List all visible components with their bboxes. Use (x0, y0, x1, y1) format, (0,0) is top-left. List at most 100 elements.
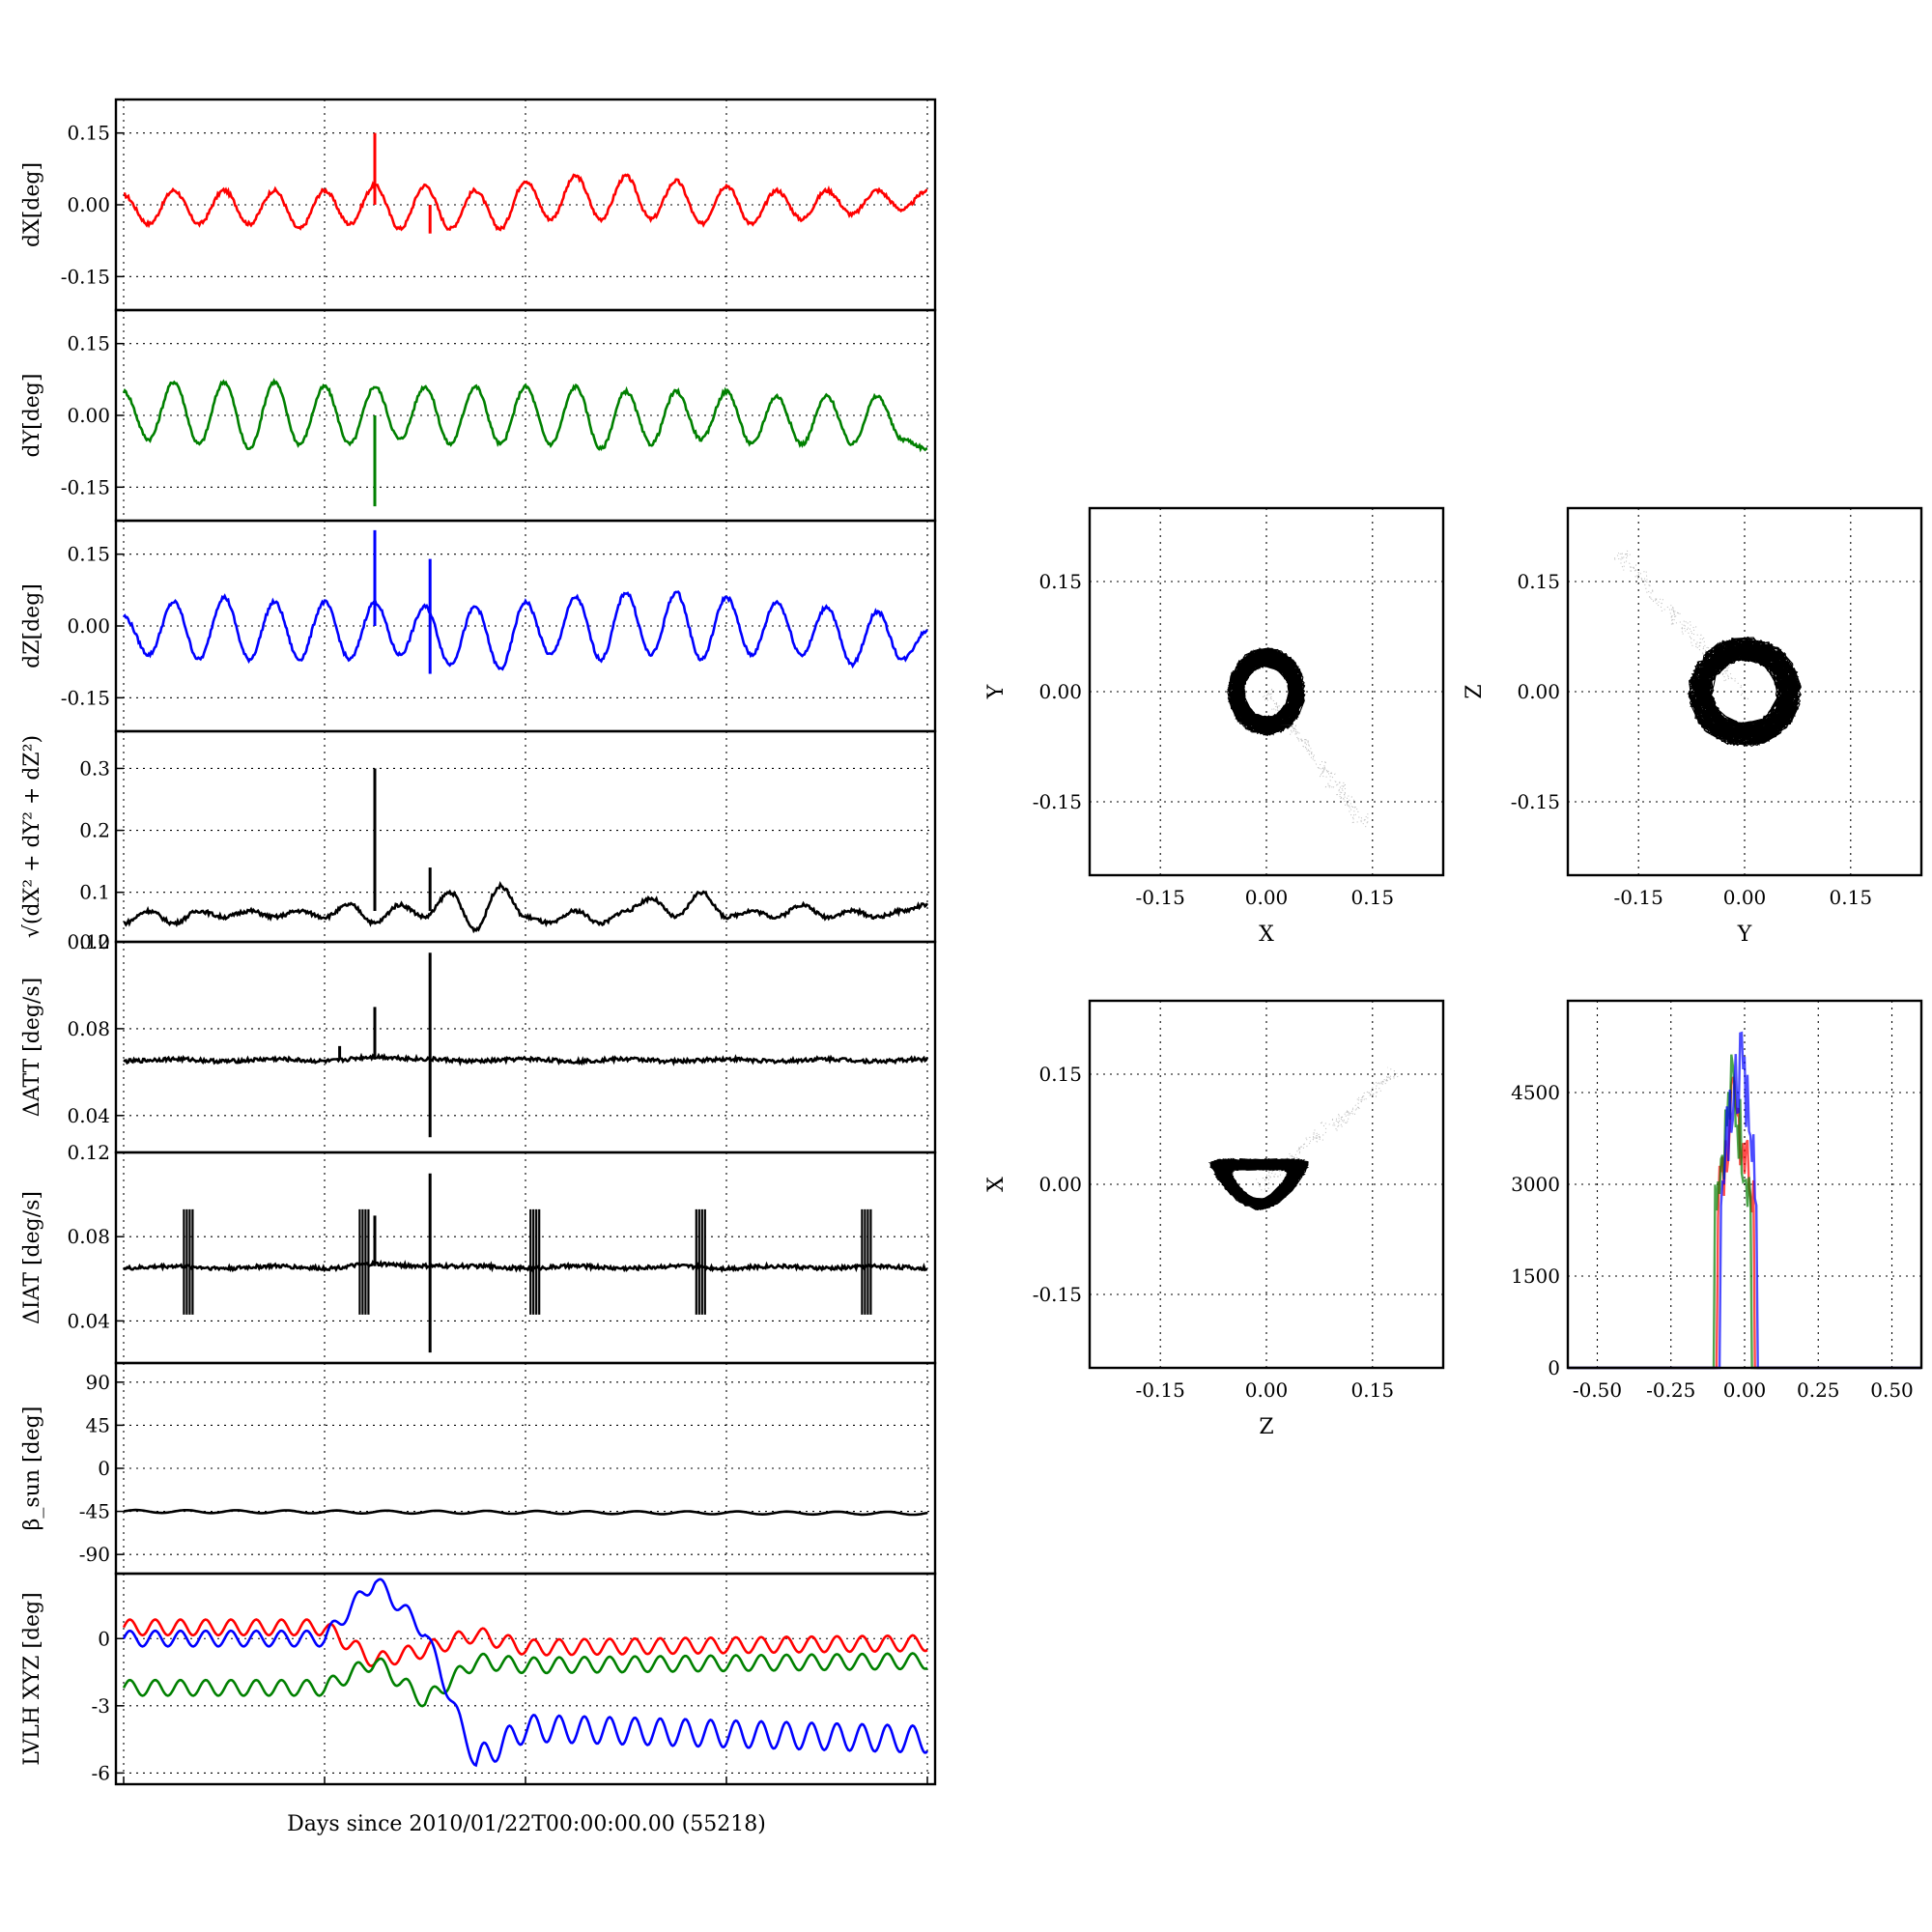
x-axis-label: Y (1737, 923, 1752, 947)
y-tick-label: 0.00 (1517, 680, 1560, 703)
x-tick-label: -0.15 (1614, 886, 1663, 909)
y-tick-label: 0.15 (67, 122, 110, 145)
scatter-ZX: -0.15 0.15 0.00 0.00 0.15 -0.15 Z X (984, 999, 1445, 1439)
scatter-tail (1611, 550, 1749, 700)
y-tick-label: 0 (1548, 1356, 1560, 1379)
y-tick-label: -6 (92, 1761, 110, 1784)
x-tick-label: 0.25 (1797, 1378, 1840, 1402)
y-axis-label: dY[deg] (20, 374, 44, 458)
y-tick-label: 0 (98, 1627, 110, 1650)
y-axis-label: β_sun [deg] (20, 1406, 44, 1531)
y-tick-label: 3000 (1511, 1173, 1560, 1196)
panel-frame (1566, 999, 1923, 1370)
scatter-points (1227, 646, 1306, 737)
panel-frame (1088, 506, 1445, 877)
y-tick-label: 0 (98, 1457, 110, 1480)
y-axis-label: ΔATT [deg/s] (20, 978, 44, 1117)
y-tick-label: 0.00 (67, 404, 110, 427)
series-line (122, 378, 928, 453)
y-tick-label: -3 (92, 1694, 110, 1718)
y-tick-label: 0.00 (67, 614, 110, 638)
scatter-tail (1255, 1066, 1400, 1191)
x-tick-label: -0.25 (1646, 1378, 1695, 1402)
y-tick-label: 4500 (1511, 1081, 1560, 1104)
x-tick-label: 0.00 (1723, 886, 1767, 909)
x-tick-label: 0.15 (1830, 886, 1873, 909)
panel-dIAT: 0.12 0.08 0.04 ΔIAT [deg/s] (20, 1141, 937, 1365)
y-tick-label: 0.00 (1038, 680, 1082, 703)
panel-frame (114, 1572, 937, 1786)
panel-frame (1566, 506, 1923, 877)
y-tick-label: -45 (79, 1500, 110, 1523)
shared-x-label: Days since 2010/01/22T00:00:00.00 (55218… (287, 1812, 766, 1836)
series-line (123, 1508, 928, 1517)
panel-dATT: 0.12 0.08 0.04 ΔATT [deg/s] (20, 930, 937, 1154)
y-tick-label: 0.12 (67, 930, 110, 953)
y-tick-label: 0.15 (1038, 1063, 1082, 1086)
y-tick-label: 90 (86, 1371, 110, 1394)
y-tick-label: -90 (79, 1543, 110, 1566)
y-axis-label: LVLH XYZ [deg] (20, 1592, 44, 1766)
y-tick-label: 0.15 (1517, 570, 1560, 593)
y-axis-label: √(dX² + dY² + dZ²) (20, 735, 44, 938)
y-tick-label: 0.12 (67, 1141, 110, 1164)
y-tick-label: -0.15 (1511, 790, 1560, 813)
series-line (122, 1577, 928, 1768)
scatter-tail (1263, 688, 1369, 828)
panel-dZ: 0.15 0.00 -0.15 dZ[deg] (20, 519, 937, 733)
series-line (123, 590, 928, 671)
scatter-YZ: -0.15 0.15 0.00 0.00 0.15 -0.15 Y Z (1463, 506, 1923, 947)
y-axis-label: ΔIAT [deg/s] (20, 1191, 44, 1324)
y-tick-label: 0.00 (67, 193, 110, 216)
histogram-series (1568, 1076, 1921, 1370)
y-tick-label: 0.15 (67, 543, 110, 566)
x-tick-label: -0.15 (1136, 1378, 1185, 1402)
y-tick-label: -0.15 (1033, 1283, 1082, 1306)
x-tick-label: -0.50 (1573, 1378, 1622, 1402)
y-axis-label: dZ[deg] (20, 583, 44, 668)
y-tick-label: 0.1 (79, 881, 110, 904)
x-axis-label: X (1259, 923, 1274, 947)
y-axis-label: Y (984, 684, 1009, 699)
y-tick-label: 0.04 (67, 1309, 110, 1332)
y-tick-label: 0.3 (79, 756, 110, 780)
panel-frame (114, 940, 937, 1154)
panel-frame (1088, 999, 1445, 1370)
series-line (122, 1652, 928, 1708)
y-tick-label: 0.08 (67, 1017, 110, 1040)
panel-dX: 0.15 0.00 -0.15 dX[deg] (20, 98, 937, 312)
x-tick-label: 0.00 (1723, 1378, 1767, 1402)
panel-dR: 0.3 0.2 0.1 0.0 √(dX² + dY² + dZ²) (20, 729, 937, 953)
y-tick-label: -0.15 (61, 265, 110, 288)
histogram-series (1568, 1031, 1921, 1370)
x-tick-label: 0.15 (1351, 1378, 1395, 1402)
y-tick-label: 0.08 (67, 1225, 110, 1248)
y-axis-label: Z (1463, 684, 1487, 698)
y-tick-label: 45 (86, 1413, 110, 1436)
scatter-points (1687, 636, 1803, 748)
y-tick-label: -0.15 (61, 475, 110, 498)
series-line (123, 173, 928, 232)
x-tick-label: -0.15 (1136, 886, 1185, 909)
y-axis-label: dX[deg] (20, 162, 44, 247)
y-tick-label: -0.15 (1033, 790, 1082, 813)
y-tick-label: -0.15 (61, 686, 110, 709)
panel-beta: 90 45 0 -45 -90 β_sun [deg] (20, 1361, 937, 1576)
y-axis-label: X (984, 1177, 1009, 1192)
series-line (123, 880, 929, 934)
panel-dY: 0.15 0.00 -0.15 dY[deg] (20, 308, 937, 523)
series-line (123, 1052, 929, 1066)
scatter-XY: -0.15 0.15 0.00 0.00 0.15 -0.15 X Y (984, 506, 1445, 947)
series-line (122, 1259, 928, 1273)
x-tick-label: 0.15 (1351, 886, 1395, 909)
y-tick-label: 0.04 (67, 1104, 110, 1127)
panel-lvlh: 0 -3 -6 LVLH XYZ [deg] (20, 1572, 937, 1786)
x-tick-label: 0.00 (1245, 886, 1289, 909)
y-tick-label: 0.2 (79, 819, 110, 842)
y-tick-label: 0.15 (1038, 570, 1082, 593)
series-line (122, 1618, 928, 1667)
scatter-points (1208, 1157, 1310, 1211)
x-tick-label: 0.00 (1245, 1378, 1289, 1402)
panel-frame (114, 1151, 937, 1365)
